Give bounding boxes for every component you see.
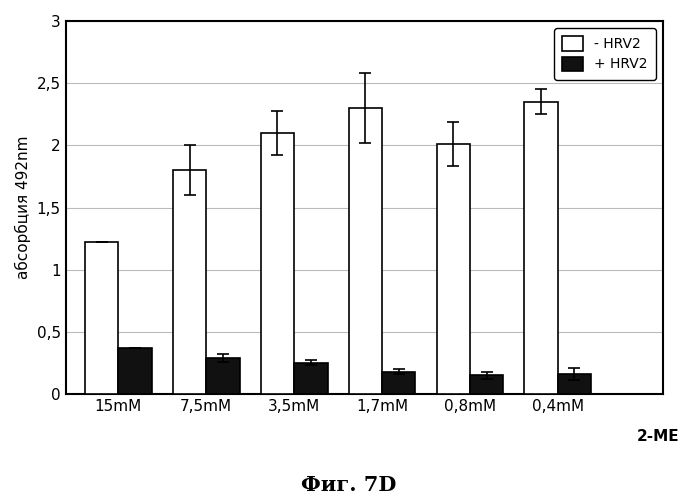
Bar <box>470 376 503 394</box>
Bar <box>294 363 328 394</box>
Bar <box>118 348 152 394</box>
Bar <box>206 358 240 394</box>
Bar <box>558 374 591 394</box>
Bar <box>382 372 415 394</box>
Bar <box>85 242 118 394</box>
Bar <box>524 102 558 394</box>
Bar <box>436 144 470 394</box>
Text: Фиг. 7D: Фиг. 7D <box>301 475 396 495</box>
Bar <box>261 133 294 394</box>
Bar <box>348 108 382 394</box>
Y-axis label: абсорбция 492nm: абсорбция 492nm <box>15 136 31 280</box>
Text: 2-ME: 2-ME <box>637 429 680 444</box>
Legend: - HRV2, + HRV2: - HRV2, + HRV2 <box>554 28 657 80</box>
Bar <box>173 170 206 394</box>
